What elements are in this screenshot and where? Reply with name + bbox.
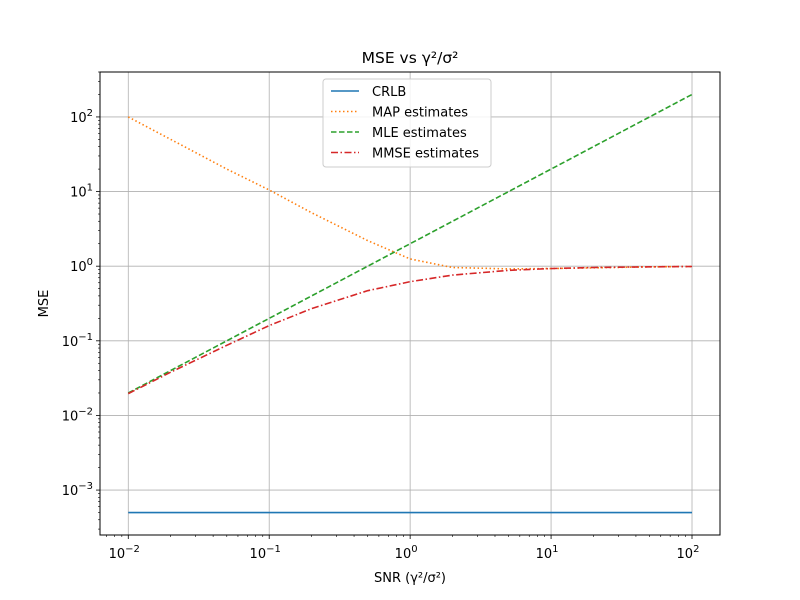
- legend-label: MLE estimates: [372, 126, 467, 141]
- plot-lines: [127, 93, 693, 514]
- x-axis-label: SNR (γ²/σ²): [374, 571, 446, 586]
- legend-label: CRLB: [372, 85, 406, 100]
- y-tick-label: 10−3: [62, 481, 93, 499]
- x-tick-label: 100: [395, 544, 418, 562]
- legend-label: MMSE estimates: [372, 147, 479, 162]
- y-tick-label: 100: [70, 257, 93, 275]
- y-tick-label: 10−2: [62, 406, 93, 424]
- legend-label: MAP estimates: [372, 106, 468, 121]
- x-tick-label: 10−1: [250, 544, 281, 562]
- y-tick-label: 10−1: [62, 332, 93, 350]
- series-line-mmse-estimates: [127, 265, 693, 395]
- x-tick-label: 101: [536, 544, 559, 562]
- y-tick-label: 101: [70, 183, 93, 201]
- chart-title: MSE vs γ²/σ²: [362, 49, 459, 67]
- y-tick-label: 102: [70, 108, 93, 126]
- legend-box: [322, 78, 492, 168]
- x-tick-label: 10−2: [109, 544, 140, 562]
- axis-ticks: 10−2 10−1 100 101 102 10−3 10−2 10−1 100 101 102: [62, 71, 700, 562]
- x-tick-label: 102: [677, 544, 700, 562]
- y-axis-label: MSE: [37, 290, 52, 318]
- legend: CRLB MAP estimates MLE estimates MMSE estim…: [322, 78, 492, 168]
